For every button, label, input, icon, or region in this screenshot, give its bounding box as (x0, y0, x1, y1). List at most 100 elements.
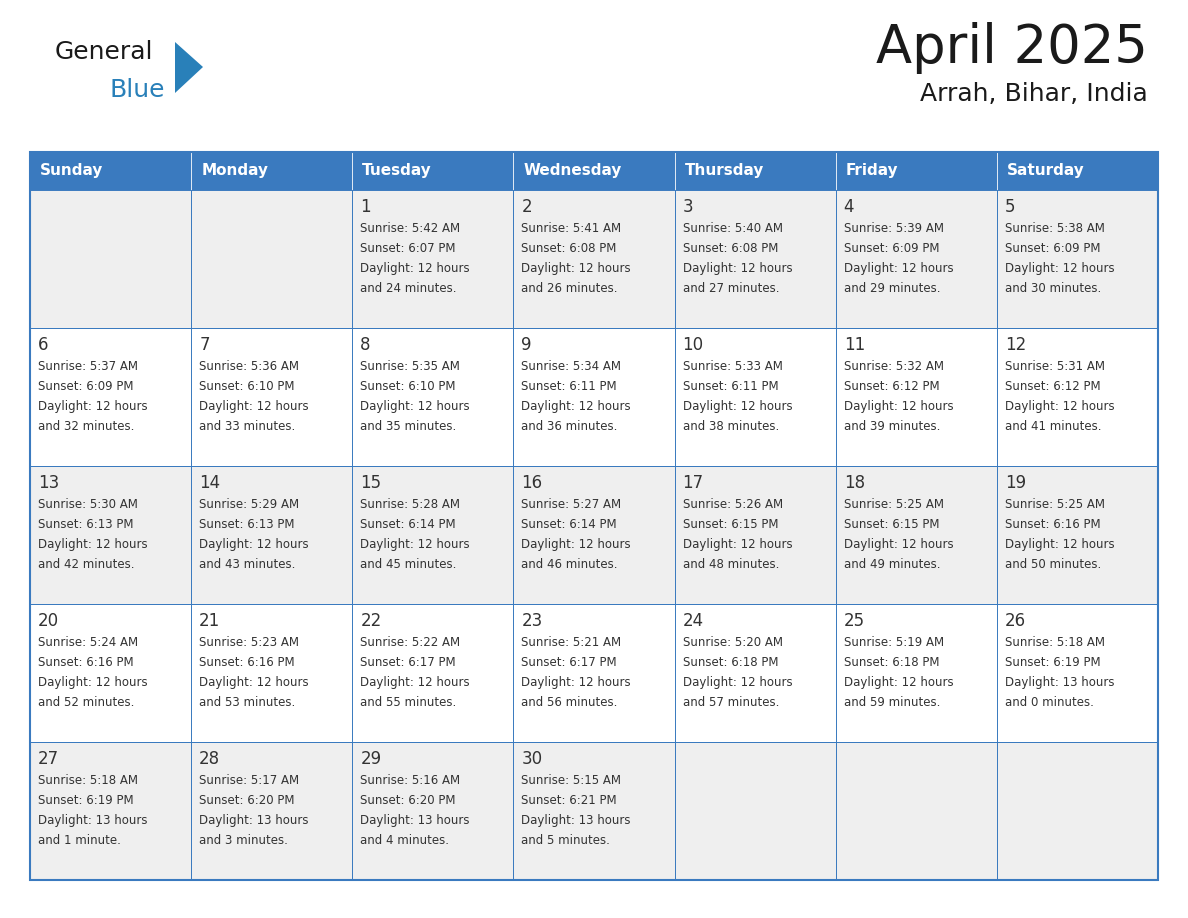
Text: Sunset: 6:16 PM: Sunset: 6:16 PM (200, 656, 295, 669)
Bar (997, 328, 1158, 466)
Text: Tuesday: Tuesday (362, 163, 432, 178)
Text: and 24 minutes.: and 24 minutes. (360, 282, 456, 295)
Bar (513, 604, 675, 742)
Text: Sunrise: 5:15 AM: Sunrise: 5:15 AM (522, 774, 621, 787)
Text: Sunset: 6:10 PM: Sunset: 6:10 PM (360, 380, 456, 393)
Text: Daylight: 12 hours: Daylight: 12 hours (522, 676, 631, 689)
Text: 19: 19 (1005, 474, 1026, 492)
Polygon shape (175, 42, 203, 93)
Bar (997, 190, 1158, 328)
Bar (30, 328, 191, 466)
Text: 14: 14 (200, 474, 220, 492)
Text: 1: 1 (360, 198, 371, 216)
Text: Sunset: 6:08 PM: Sunset: 6:08 PM (683, 242, 778, 255)
Text: Daylight: 12 hours: Daylight: 12 hours (1005, 400, 1114, 413)
Bar (675, 604, 835, 742)
Text: 21: 21 (200, 612, 221, 630)
Bar (675, 466, 835, 604)
Text: Sunset: 6:17 PM: Sunset: 6:17 PM (522, 656, 617, 669)
Bar (675, 152, 835, 190)
Text: Daylight: 12 hours: Daylight: 12 hours (360, 400, 470, 413)
Text: 3: 3 (683, 198, 693, 216)
Bar (513, 742, 675, 880)
Text: Sunset: 6:13 PM: Sunset: 6:13 PM (200, 518, 295, 531)
Bar (675, 190, 835, 328)
Text: and 3 minutes.: and 3 minutes. (200, 834, 287, 847)
Text: Sunset: 6:10 PM: Sunset: 6:10 PM (200, 380, 295, 393)
Text: and 5 minutes.: and 5 minutes. (522, 834, 611, 847)
Text: 25: 25 (843, 612, 865, 630)
Text: Sunset: 6:20 PM: Sunset: 6:20 PM (360, 794, 456, 807)
Text: Daylight: 12 hours: Daylight: 12 hours (843, 400, 953, 413)
Text: 28: 28 (200, 750, 220, 768)
Text: Daylight: 13 hours: Daylight: 13 hours (38, 814, 147, 827)
Text: 5: 5 (1005, 198, 1016, 216)
Text: and 49 minutes.: and 49 minutes. (843, 558, 940, 571)
Text: and 29 minutes.: and 29 minutes. (843, 282, 940, 295)
Bar (997, 466, 1158, 604)
Bar (30, 742, 191, 880)
Bar (997, 152, 1158, 190)
Bar (353, 742, 513, 880)
Text: 15: 15 (360, 474, 381, 492)
Text: Sunset: 6:19 PM: Sunset: 6:19 PM (1005, 656, 1100, 669)
Text: and 36 minutes.: and 36 minutes. (522, 420, 618, 433)
Text: and 45 minutes.: and 45 minutes. (360, 558, 456, 571)
Bar (353, 466, 513, 604)
Text: 11: 11 (843, 336, 865, 354)
Text: Sunrise: 5:16 AM: Sunrise: 5:16 AM (360, 774, 461, 787)
Text: 26: 26 (1005, 612, 1026, 630)
Text: 6: 6 (38, 336, 49, 354)
Text: and 30 minutes.: and 30 minutes. (1005, 282, 1101, 295)
Text: 23: 23 (522, 612, 543, 630)
Text: 2: 2 (522, 198, 532, 216)
Text: Sunrise: 5:26 AM: Sunrise: 5:26 AM (683, 498, 783, 511)
Text: and 41 minutes.: and 41 minutes. (1005, 420, 1101, 433)
Text: Sunrise: 5:17 AM: Sunrise: 5:17 AM (200, 774, 299, 787)
Bar (353, 152, 513, 190)
Bar (835, 328, 997, 466)
Bar (835, 466, 997, 604)
Text: and 43 minutes.: and 43 minutes. (200, 558, 296, 571)
Text: Daylight: 12 hours: Daylight: 12 hours (38, 538, 147, 551)
Text: 20: 20 (38, 612, 59, 630)
Text: Sunrise: 5:25 AM: Sunrise: 5:25 AM (843, 498, 943, 511)
Text: and 39 minutes.: and 39 minutes. (843, 420, 940, 433)
Text: 18: 18 (843, 474, 865, 492)
Text: Sunrise: 5:21 AM: Sunrise: 5:21 AM (522, 636, 621, 649)
Text: Sunrise: 5:31 AM: Sunrise: 5:31 AM (1005, 360, 1105, 373)
Bar (835, 604, 997, 742)
Text: and 27 minutes.: and 27 minutes. (683, 282, 779, 295)
Text: Sunset: 6:18 PM: Sunset: 6:18 PM (843, 656, 940, 669)
Text: Daylight: 12 hours: Daylight: 12 hours (200, 676, 309, 689)
Text: Sunset: 6:16 PM: Sunset: 6:16 PM (1005, 518, 1100, 531)
Bar (353, 604, 513, 742)
Text: 22: 22 (360, 612, 381, 630)
Text: Daylight: 12 hours: Daylight: 12 hours (200, 400, 309, 413)
Text: 24: 24 (683, 612, 703, 630)
Text: Sunrise: 5:19 AM: Sunrise: 5:19 AM (843, 636, 943, 649)
Text: Sunset: 6:15 PM: Sunset: 6:15 PM (843, 518, 940, 531)
Text: Sunrise: 5:18 AM: Sunrise: 5:18 AM (1005, 636, 1105, 649)
Bar (835, 152, 997, 190)
Text: Sunset: 6:09 PM: Sunset: 6:09 PM (843, 242, 940, 255)
Text: Sunrise: 5:22 AM: Sunrise: 5:22 AM (360, 636, 461, 649)
Text: and 59 minutes.: and 59 minutes. (843, 696, 940, 709)
Text: Friday: Friday (846, 163, 898, 178)
Text: Sunset: 6:07 PM: Sunset: 6:07 PM (360, 242, 456, 255)
Bar (675, 328, 835, 466)
Text: Daylight: 12 hours: Daylight: 12 hours (522, 538, 631, 551)
Text: and 53 minutes.: and 53 minutes. (200, 696, 296, 709)
Bar (30, 604, 191, 742)
Text: Sunset: 6:17 PM: Sunset: 6:17 PM (360, 656, 456, 669)
Text: 10: 10 (683, 336, 703, 354)
Text: Daylight: 12 hours: Daylight: 12 hours (38, 676, 147, 689)
Text: Thursday: Thursday (684, 163, 764, 178)
Text: Daylight: 12 hours: Daylight: 12 hours (843, 538, 953, 551)
Text: 4: 4 (843, 198, 854, 216)
Text: Daylight: 12 hours: Daylight: 12 hours (522, 262, 631, 275)
Text: Daylight: 12 hours: Daylight: 12 hours (1005, 262, 1114, 275)
Text: Daylight: 13 hours: Daylight: 13 hours (1005, 676, 1114, 689)
Text: Sunrise: 5:23 AM: Sunrise: 5:23 AM (200, 636, 299, 649)
Text: Daylight: 12 hours: Daylight: 12 hours (360, 676, 470, 689)
